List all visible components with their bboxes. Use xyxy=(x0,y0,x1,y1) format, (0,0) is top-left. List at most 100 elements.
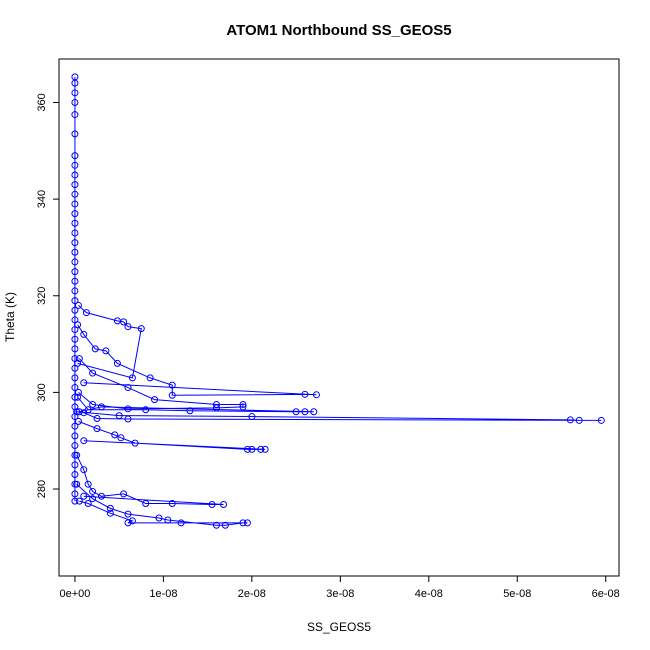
chart-title: ATOM1 Northbound SS_GEOS5 xyxy=(226,22,451,39)
data-point xyxy=(128,517,136,525)
data-point xyxy=(575,416,583,424)
data-point xyxy=(261,445,269,453)
data-point xyxy=(71,471,79,479)
data-series xyxy=(71,73,605,529)
data-point xyxy=(111,431,119,439)
data-point xyxy=(74,321,82,329)
data-point xyxy=(89,495,97,503)
data-point xyxy=(73,480,81,488)
data-point xyxy=(113,359,121,367)
data-point xyxy=(301,408,309,416)
series-line xyxy=(78,420,266,450)
data-point xyxy=(71,422,79,430)
data-point xyxy=(80,437,88,445)
data-point xyxy=(115,412,123,420)
data-point xyxy=(71,442,79,450)
data-point xyxy=(71,200,79,208)
data-point xyxy=(97,403,105,411)
data-point xyxy=(74,301,82,309)
data-point xyxy=(243,445,251,453)
data-point xyxy=(168,381,176,389)
data-point xyxy=(71,403,79,411)
data-point xyxy=(71,297,79,305)
data-point xyxy=(124,519,132,527)
data-point xyxy=(75,355,83,363)
data-point xyxy=(89,487,97,495)
data-point xyxy=(124,405,132,413)
data-point xyxy=(243,519,251,527)
data-point xyxy=(71,345,79,353)
data-point xyxy=(71,287,79,295)
data-point xyxy=(117,434,125,442)
data-point xyxy=(155,514,163,522)
data-point xyxy=(80,492,88,500)
data-point xyxy=(102,347,110,355)
y-tick-label: 320 xyxy=(36,287,48,305)
series-line xyxy=(76,483,248,526)
x-tick-label: 0e+00 xyxy=(59,588,90,600)
data-point xyxy=(142,406,150,414)
data-point xyxy=(301,390,309,398)
data-point xyxy=(71,413,79,421)
data-point xyxy=(97,492,105,500)
data-point xyxy=(91,345,99,353)
x-tick-label: 5e-08 xyxy=(503,588,531,600)
data-point xyxy=(73,451,81,459)
data-point xyxy=(71,219,79,227)
data-point xyxy=(74,359,82,367)
data-point xyxy=(120,318,128,326)
data-point xyxy=(71,490,79,498)
data-point xyxy=(124,384,132,392)
data-point xyxy=(89,400,97,408)
data-point xyxy=(142,500,150,508)
y-tick-label: 300 xyxy=(36,383,48,401)
data-point xyxy=(106,504,114,512)
data-point xyxy=(71,98,79,106)
data-point xyxy=(186,407,194,415)
data-point xyxy=(131,439,139,447)
data-point xyxy=(71,210,79,218)
x-axis: 0e+00 1e-08 2e-08 3e-08 4e-08 5e-08 6e-08 xyxy=(59,575,620,600)
data-point xyxy=(310,408,318,416)
data-point xyxy=(71,89,79,97)
data-point xyxy=(124,323,132,331)
data-point xyxy=(74,393,82,401)
x-tick-label: 4e-08 xyxy=(415,588,443,600)
data-point xyxy=(82,309,90,317)
data-point xyxy=(84,480,92,488)
data-point xyxy=(93,425,101,433)
data-point xyxy=(137,325,145,333)
series-line xyxy=(77,324,317,396)
y-tick-label: 360 xyxy=(36,93,48,111)
data-point xyxy=(597,416,605,424)
series-line xyxy=(77,396,314,413)
data-point xyxy=(124,510,132,518)
y-tick-label: 340 xyxy=(36,190,48,208)
data-point xyxy=(71,497,79,505)
data-point xyxy=(71,277,79,285)
x-tick-label: 3e-08 xyxy=(326,588,354,600)
data-point xyxy=(71,190,79,198)
data-point xyxy=(71,335,79,343)
data-point xyxy=(146,374,154,382)
data-point xyxy=(89,369,97,377)
data-point xyxy=(71,152,79,160)
data-point xyxy=(71,306,79,314)
data-point xyxy=(151,396,159,404)
data-point xyxy=(71,268,79,276)
data-point xyxy=(75,408,83,416)
data-point xyxy=(208,500,216,508)
data-point xyxy=(71,111,79,119)
data-point xyxy=(71,374,79,382)
data-point xyxy=(71,432,79,440)
series-line xyxy=(76,454,224,505)
data-point xyxy=(71,384,79,392)
x-axis-label: SS_GEOS5 xyxy=(307,620,371,634)
data-point xyxy=(71,130,79,138)
y-axis: 280 300 320 340 360 xyxy=(36,93,60,498)
data-point xyxy=(220,500,228,508)
data-point xyxy=(80,330,88,338)
data-point xyxy=(71,258,79,266)
x-tick-label: 6e-08 xyxy=(592,588,620,600)
